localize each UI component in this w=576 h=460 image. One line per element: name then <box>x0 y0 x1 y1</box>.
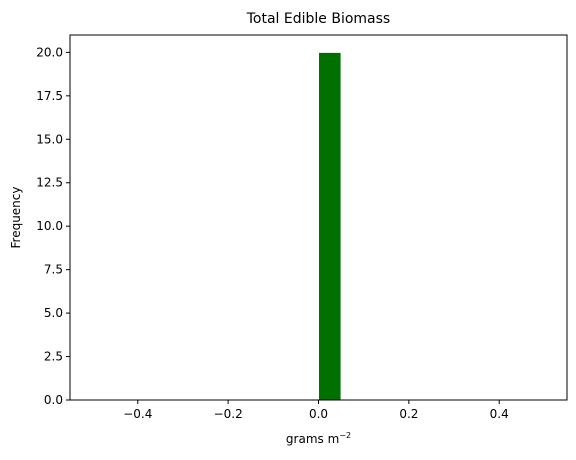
y-tick-label: 2.5 <box>44 350 63 364</box>
x-axis-label-base: grams m <box>286 432 339 446</box>
x-tick-label: 0.2 <box>399 407 418 421</box>
y-axis-ticks: 0.0 2.5 5.0 7.5 10.0 12.5 15.0 17.5 20.0 <box>36 45 70 407</box>
x-tick-label: −0.4 <box>123 407 152 421</box>
x-axis-ticks: −0.4 −0.2 0.0 0.2 0.4 <box>123 400 509 421</box>
y-tick-label: 0.0 <box>44 393 63 407</box>
y-tick-label: 17.5 <box>36 89 63 103</box>
y-tick-label: 20.0 <box>36 45 63 59</box>
x-tick-label: −0.2 <box>214 407 243 421</box>
histogram-bar <box>318 51 342 401</box>
x-axis-label-superscript: −2 <box>339 431 351 440</box>
plot-frame <box>69 34 568 401</box>
y-tick-label: 7.5 <box>44 263 63 277</box>
y-tick-label: 15.0 <box>36 132 63 146</box>
x-axis-label: grams m−2 <box>286 431 351 446</box>
x-tick-label: 0.4 <box>490 407 509 421</box>
bars-layer <box>318 51 342 401</box>
y-axis-label: Frequency <box>9 187 23 249</box>
y-tick-label: 5.0 <box>44 306 63 320</box>
y-tick-label: 12.5 <box>36 176 63 190</box>
y-tick-label: 10.0 <box>36 219 63 233</box>
x-tick-label: 0.0 <box>309 407 328 421</box>
chart-title: Total Edible Biomass <box>246 11 390 27</box>
